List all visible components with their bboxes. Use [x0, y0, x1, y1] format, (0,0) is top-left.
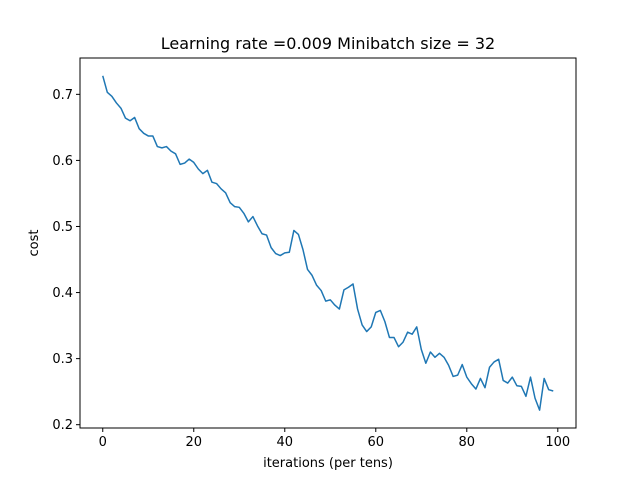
x-tick-label: 0: [99, 435, 107, 450]
chart-title: Learning rate =0.009 Minibatch size = 32: [161, 34, 495, 53]
x-axis: 0 20 40 60 80 100: [99, 428, 570, 450]
x-tick-label: 20: [185, 435, 202, 450]
x-tick-label: 60: [368, 435, 385, 450]
y-tick-label: 0.6: [52, 154, 73, 169]
x-axis-title: iterations (per tens): [263, 456, 393, 471]
y-tick-label: 0.7: [52, 88, 73, 103]
x-tick-label: 80: [459, 435, 476, 450]
plot-area: [79, 57, 577, 429]
plot-background: [80, 58, 576, 428]
y-tick-label: 0.5: [52, 220, 73, 235]
y-tick-label: 0.2: [52, 418, 73, 433]
series-layer: [102, 75, 554, 411]
y-axis-title: cost: [27, 230, 42, 257]
cost-series-line: [102, 75, 554, 411]
y-tick-label: 0.3: [52, 352, 73, 367]
y-tick-label: 0.4: [52, 286, 73, 301]
x-tick-label: 100: [545, 435, 570, 450]
x-tick-label: 40: [276, 435, 293, 450]
y-axis: 0.2 0.3 0.4 0.5 0.6 0.7: [52, 88, 80, 433]
plot-frame: [79, 57, 577, 429]
